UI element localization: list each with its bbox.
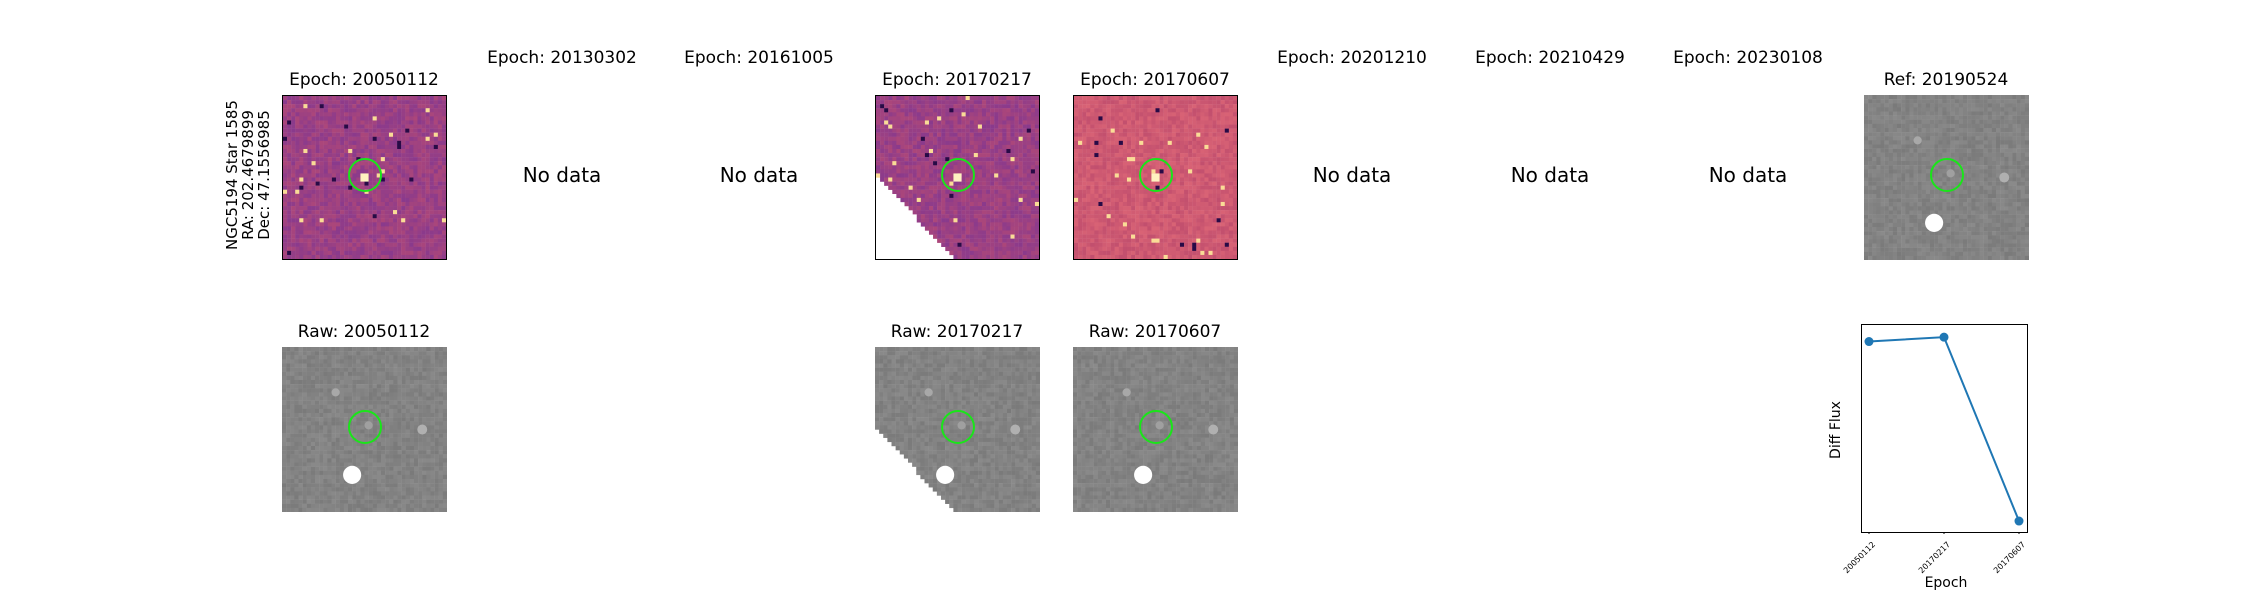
raw-pixels-20170607 — [1073, 347, 1238, 512]
nodata-20201210: No data — [1312, 163, 1392, 187]
epoch-title-20050112: Epoch: 20050112 — [289, 70, 439, 90]
epoch-title-20170217: Epoch: 20170217 — [882, 70, 1032, 90]
epoch-title-20201210: Epoch: 20201210 — [1277, 48, 1427, 68]
diff-pixels-20050112 — [283, 96, 446, 259]
epoch-title-20161005: Epoch: 20161005 — [684, 48, 834, 68]
aperture-circle — [1930, 158, 1964, 192]
aperture-circle — [348, 158, 382, 192]
raw-title-20170217: Raw: 20170217 — [890, 322, 1024, 342]
ref-image-20190524 — [1864, 95, 2029, 260]
raw-title-20170607: Raw: 20170607 — [1088, 322, 1222, 342]
aperture-circle — [941, 410, 975, 444]
plot-frame — [1861, 324, 2028, 533]
star-ra: RA: 202.4679899 — [239, 110, 257, 240]
nodata-20161005: No data — [719, 163, 799, 187]
epoch-title-20210429: Epoch: 20210429 — [1475, 48, 1625, 68]
star-dec: Dec: 47.1556985 — [255, 110, 273, 240]
nodata-20210429: No data — [1510, 163, 1590, 187]
raw-pixels-20050112 — [282, 347, 447, 512]
diff-image-20170217 — [875, 95, 1040, 260]
x-axis-label: Epoch — [1924, 575, 1968, 591]
diff-image-20170607 — [1073, 95, 1238, 260]
light-curve-chart — [1861, 324, 2028, 534]
data-point-20050112 — [1864, 337, 1874, 347]
aperture-circle — [941, 158, 975, 192]
raw-title-20050112: Raw: 20050112 — [297, 322, 431, 342]
raw-image-20170217 — [875, 347, 1040, 512]
diff-pixels-20170217 — [876, 96, 1039, 259]
x-tick-label-20050112: 20050112 — [1842, 540, 1878, 576]
raw-pixels-20170217 — [875, 347, 1040, 512]
raw-image-20170607 — [1073, 347, 1238, 512]
aperture-circle — [1139, 158, 1173, 192]
data-point-20170217 — [1939, 332, 1949, 342]
data-point-20170607 — [2014, 516, 2024, 526]
diff-image-20050112 — [282, 95, 447, 260]
epoch-title-20130302: Epoch: 20130302 — [487, 48, 637, 68]
x-tick-label-20170607: 20170607 — [1992, 540, 2028, 576]
star-name: NGC5194 Star 1585 — [223, 100, 241, 250]
y-axis-label: Diff Flux — [1828, 401, 1844, 459]
nodata-20230108: No data — [1708, 163, 1788, 187]
epoch-title-20170607: Epoch: 20170607 — [1080, 70, 1230, 90]
x-tick-label-20170217: 20170217 — [1917, 540, 1953, 576]
ref-title-20190524: Ref: 20190524 — [1883, 70, 2009, 90]
raw-image-20050112 — [282, 347, 447, 512]
diff-pixels-20170607 — [1074, 96, 1237, 259]
aperture-circle — [348, 410, 382, 444]
nodata-20130302: No data — [522, 163, 602, 187]
aperture-circle — [1139, 410, 1173, 444]
epoch-title-20230108: Epoch: 20230108 — [1673, 48, 1823, 68]
ref-pixels — [1864, 95, 2029, 260]
